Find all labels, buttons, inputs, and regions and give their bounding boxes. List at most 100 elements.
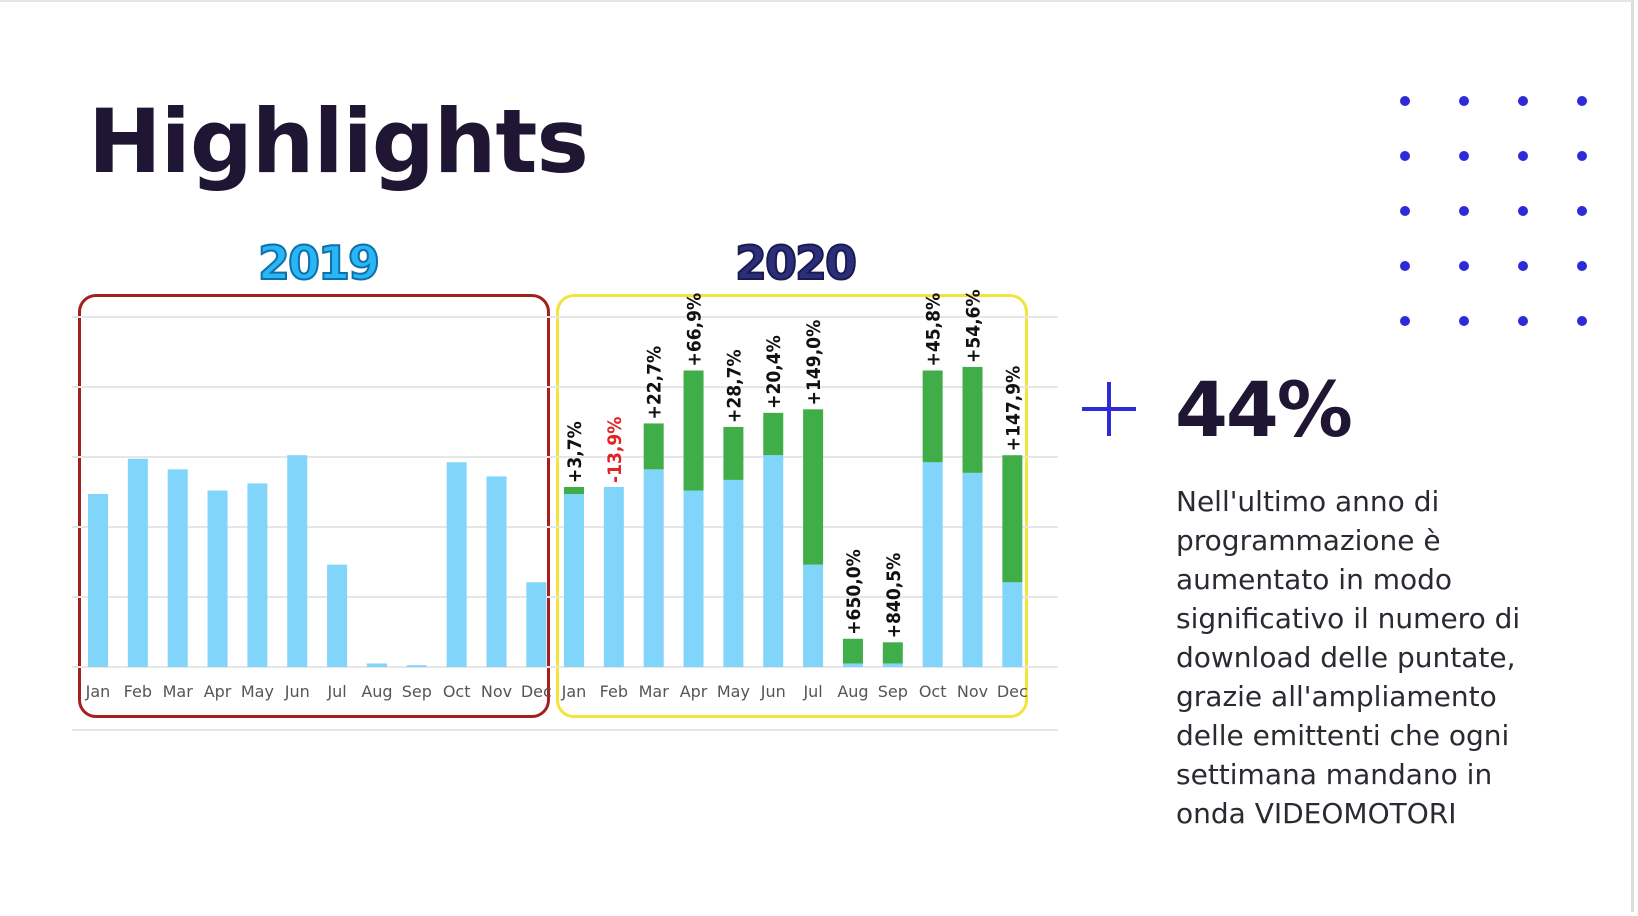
data-label-2020: +45,8%	[923, 293, 945, 367]
decorative-dot	[1400, 206, 1410, 216]
bar-2019	[247, 483, 268, 667]
bar-2019	[526, 582, 547, 667]
dot-grid-decoration	[1400, 96, 1600, 336]
bar-2019	[127, 458, 148, 667]
bar-2019	[366, 663, 387, 667]
bar-2019	[446, 462, 467, 667]
decorative-dot	[1518, 206, 1528, 216]
decorative-dot	[1577, 151, 1587, 161]
data-label-2020: +650,0%	[843, 549, 865, 635]
data-label-2020: +28,7%	[723, 349, 745, 423]
data-label-2020: +22,7%	[644, 346, 666, 420]
year-2020-frame	[556, 294, 1028, 718]
data-label-2020: +20,4%	[763, 335, 785, 409]
year-2019-title: 2019	[257, 236, 381, 290]
x-tick-label-2020: Apr	[680, 682, 708, 701]
x-tick-label-2019: Dec	[521, 682, 552, 701]
x-tick-label-2020: Sep	[878, 682, 908, 701]
x-tick-label-2020: Nov	[957, 682, 988, 701]
x-tick-label-2020: Feb	[600, 682, 628, 701]
bar-2020-base	[723, 479, 744, 667]
bar-2020-growth	[564, 486, 584, 495]
x-tick-label-2020: Oct	[919, 682, 947, 701]
x-tick-label-2020: Jan	[561, 682, 587, 701]
bar-2020-growth	[803, 409, 824, 565]
data-label-2020: -13,9%	[604, 417, 626, 483]
page-title: Highlights	[88, 90, 589, 193]
data-label-2020: +3,7%	[564, 421, 586, 483]
x-tick-label-2020: Mar	[639, 682, 670, 701]
data-label-2020: +66,9%	[684, 293, 706, 367]
x-tick-label-2019: Oct	[443, 682, 471, 701]
decorative-dot	[1577, 206, 1587, 216]
bar-2020-base	[882, 663, 903, 667]
decorative-dot	[1459, 206, 1469, 216]
decorative-dot	[1459, 316, 1469, 326]
decorative-dot	[1400, 96, 1410, 106]
bar-2020-growth	[882, 642, 903, 664]
stat-value: 44%	[1175, 365, 1353, 454]
decorative-dot	[1577, 316, 1587, 326]
x-tick-label-2020: Dec	[997, 682, 1028, 701]
x-tick-label-2020: Aug	[837, 682, 868, 701]
bar-2020-base	[763, 455, 784, 667]
x-tick-label-2019: Feb	[124, 682, 152, 701]
x-tick-label-2019: Mar	[163, 682, 194, 701]
x-tick-label-2020: Jun	[760, 682, 786, 701]
plus-icon	[1082, 382, 1136, 436]
bar-2020-growth	[643, 423, 664, 470]
bar-2019	[327, 564, 348, 667]
decorative-dot	[1518, 261, 1528, 271]
data-label-2020: +840,5%	[883, 553, 905, 639]
decorative-dot	[1577, 96, 1587, 106]
x-tick-label-2019: May	[241, 682, 274, 701]
data-label-2020: +147,9%	[1002, 366, 1024, 452]
bar-2020-growth	[922, 370, 943, 463]
year-2020-title: 2020	[734, 236, 858, 290]
bar-2019	[207, 490, 228, 667]
data-label-2020: +149,0%	[803, 320, 825, 406]
bar-2020-growth	[683, 370, 704, 491]
decorative-dot	[1518, 151, 1528, 161]
decorative-dot	[1400, 261, 1410, 271]
x-tick-label-2019: Jan	[85, 682, 111, 701]
bar-2019	[486, 476, 507, 667]
bar-2020-growth	[842, 638, 863, 664]
decorative-dot	[1459, 261, 1469, 271]
decorative-dot	[1400, 151, 1410, 161]
decorative-dot	[1518, 96, 1528, 106]
x-tick-label-2019: Jun	[284, 682, 310, 701]
monthly-downloads-chart: Jan Feb Mar Apr May Jun Jul Aug Sep Oct Nov Dec +3,7…	[72, 289, 1058, 731]
bar-2020-base	[842, 663, 863, 667]
decorative-dot	[1459, 151, 1469, 161]
decorative-dot	[1459, 96, 1469, 106]
data-label-2020: +54,6%	[963, 289, 985, 363]
year-2019-frame	[78, 294, 550, 718]
x-tick-label-2019: Nov	[481, 682, 512, 701]
x-tick-label-2020: May	[717, 682, 750, 701]
bar-2020-base	[603, 486, 624, 667]
bar-2019	[88, 494, 108, 667]
bar-2020-base	[643, 469, 664, 667]
x-tick-label-2019: Sep	[402, 682, 432, 701]
bar-2020-base	[962, 472, 983, 667]
stat-description: Nell'ultimo anno di programmazione è aum…	[1176, 485, 1521, 830]
bar-2020-base	[922, 462, 943, 667]
bar-2019	[287, 455, 308, 667]
bar-2020-growth	[1002, 455, 1023, 583]
bar-2020-growth	[962, 366, 983, 473]
bar-2020-base	[683, 490, 704, 667]
x-tick-label-2019: Jul	[326, 682, 346, 701]
bar-2020-growth	[723, 426, 744, 480]
bar-2019	[406, 665, 427, 667]
decorative-dot	[1400, 316, 1410, 326]
x-tick-label-2019: Aug	[361, 682, 392, 701]
x-tick-label-2019: Apr	[204, 682, 232, 701]
bar-2020-growth	[763, 412, 784, 456]
bar-2020-base	[564, 494, 584, 667]
bar-2020-base	[1002, 582, 1023, 667]
x-tick-label-2020: Jul	[802, 682, 822, 701]
bar-2020-base	[803, 564, 824, 667]
bar-2019	[167, 469, 188, 667]
decorative-dot	[1518, 316, 1528, 326]
